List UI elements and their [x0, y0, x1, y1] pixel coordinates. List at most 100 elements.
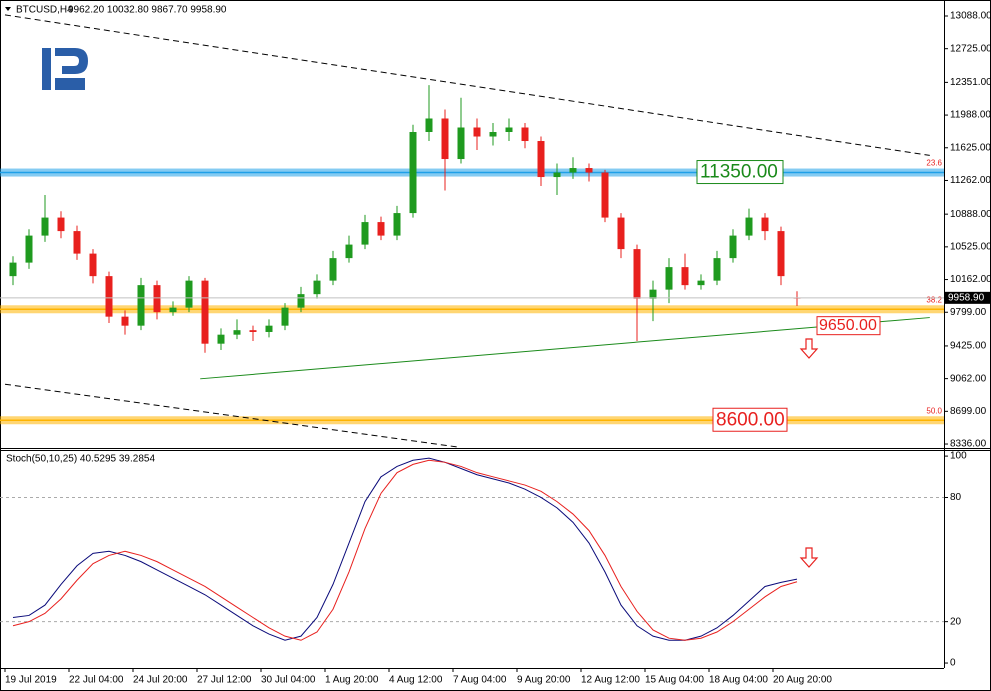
candle-body: [441, 118, 449, 160]
chart-title: BTCUSD,H4: [16, 5, 73, 16]
candle-body: [153, 285, 161, 313]
candle-body: [377, 222, 385, 236]
candle-body: [281, 307, 289, 326]
logo: [42, 48, 88, 90]
y-tick-label: 9425.00: [950, 341, 987, 352]
indicator-line: [12, 459, 798, 641]
candle-body: [665, 267, 673, 290]
candle-body: [361, 222, 369, 245]
candle-body: [425, 118, 433, 133]
level-label: 11350.00: [700, 162, 778, 183]
indicator-title: Stoch(50,10,25) 40.5295 39.2854: [6, 454, 155, 465]
candle-body: [89, 253, 97, 277]
y-tick-label: 80: [950, 492, 962, 503]
y-tick-label: 12725.00: [950, 43, 991, 54]
candle-body: [217, 334, 225, 344]
candle-body: [249, 330, 257, 332]
candle-body: [297, 294, 305, 308]
candle-body: [569, 168, 577, 173]
candle-body: [585, 168, 593, 173]
x-tick-label: 12 Aug 12:00: [581, 675, 640, 686]
x-tick-label: 19 Jul 2019: [5, 675, 57, 686]
candle-body: [521, 127, 529, 142]
level-label-box: [696, 160, 784, 185]
candle-body: [601, 172, 609, 218]
candle-body: [553, 172, 561, 178]
candle-body: [25, 235, 33, 263]
x-tick-label: 4 Aug 12:00: [389, 675, 443, 686]
candle-body: [681, 267, 689, 286]
y-tick-label: 20: [950, 616, 962, 627]
fib-label: 23.6: [926, 159, 942, 168]
price-box: [945, 291, 991, 304]
candle-body: [9, 262, 17, 277]
x-tick-label: 15 Aug 04:00: [645, 675, 704, 686]
candle-body: [457, 127, 465, 160]
annotation-box: [816, 316, 881, 336]
price-label: 9958.90: [948, 292, 985, 303]
candle-body: [505, 127, 513, 133]
y-tick-label: 10162.00: [950, 274, 991, 285]
y-tick-label: 11262.00: [950, 175, 991, 186]
candle-body: [745, 217, 753, 236]
candle-body: [713, 258, 721, 281]
candle-body: [233, 330, 241, 335]
candle-body: [617, 217, 625, 250]
candle-body: [105, 276, 113, 317]
candle-body: [313, 280, 321, 295]
down-arrow-icon: [799, 547, 819, 568]
candle-body: [777, 231, 785, 277]
candle-body: [393, 213, 401, 236]
candle-body: [345, 244, 353, 259]
candle-body: [473, 127, 481, 137]
y-tick-label: 0: [950, 658, 956, 669]
candle-body: [409, 132, 417, 214]
y-tick-label: 11988.00: [950, 110, 991, 121]
candle-body: [649, 289, 657, 299]
x-tick-label: 24 Jul 20:00: [133, 675, 188, 686]
candle-body: [121, 316, 129, 326]
y-tick-label: 13088.00: [950, 11, 991, 22]
candle-body: [201, 280, 209, 344]
candle-body: [761, 217, 769, 232]
y-tick-label: 8699.00: [950, 406, 987, 417]
fib-label: 38.2: [926, 295, 942, 304]
candle-body: [185, 280, 193, 308]
y-tick-label: 12351.00: [950, 77, 991, 88]
y-tick-label: 9062.00: [950, 373, 987, 384]
candle-body: [537, 141, 545, 178]
candle-body: [57, 217, 65, 232]
x-tick-label: 30 Jul 04:00: [261, 675, 316, 686]
menu-arrow[interactable]: [5, 7, 11, 11]
trendline: [4, 14, 930, 156]
x-tick-label: 20 Aug 20:00: [773, 675, 832, 686]
x-tick-label: 1 Aug 20:00: [325, 675, 379, 686]
x-tick-label: 27 Jul 12:00: [197, 675, 252, 686]
level-label-box: [712, 407, 788, 432]
trendline: [4, 383, 460, 448]
fib-label: 50.0: [926, 406, 942, 415]
candle-body: [265, 325, 273, 332]
y-tick-label: 10888.00: [950, 209, 991, 220]
x-tick-label: 9 Aug 20:00: [517, 675, 571, 686]
candle-body: [41, 217, 49, 236]
x-tick-label: 7 Aug 04:00: [453, 675, 507, 686]
y-tick-label: 9799.00: [950, 307, 987, 318]
y-tick-label: 10525.00: [950, 241, 991, 252]
candle-body: [169, 307, 177, 313]
candle-body: [729, 235, 737, 259]
candle-body: [73, 231, 81, 254]
candle-body: [633, 249, 641, 299]
candle-body: [489, 132, 497, 137]
down-arrow-icon: [799, 338, 819, 359]
trendline: [200, 317, 930, 380]
candle-body: [329, 258, 337, 281]
ohlc-values: 9962.20 10032.80 9867.70 9958.90: [68, 5, 227, 16]
y-tick-label: 100: [950, 451, 967, 462]
annotation: 9650.00: [819, 317, 877, 334]
x-tick-label: 22 Jul 04:00: [69, 675, 124, 686]
indicator-line: [12, 457, 798, 641]
y-tick-label: 11625.00: [950, 142, 991, 153]
